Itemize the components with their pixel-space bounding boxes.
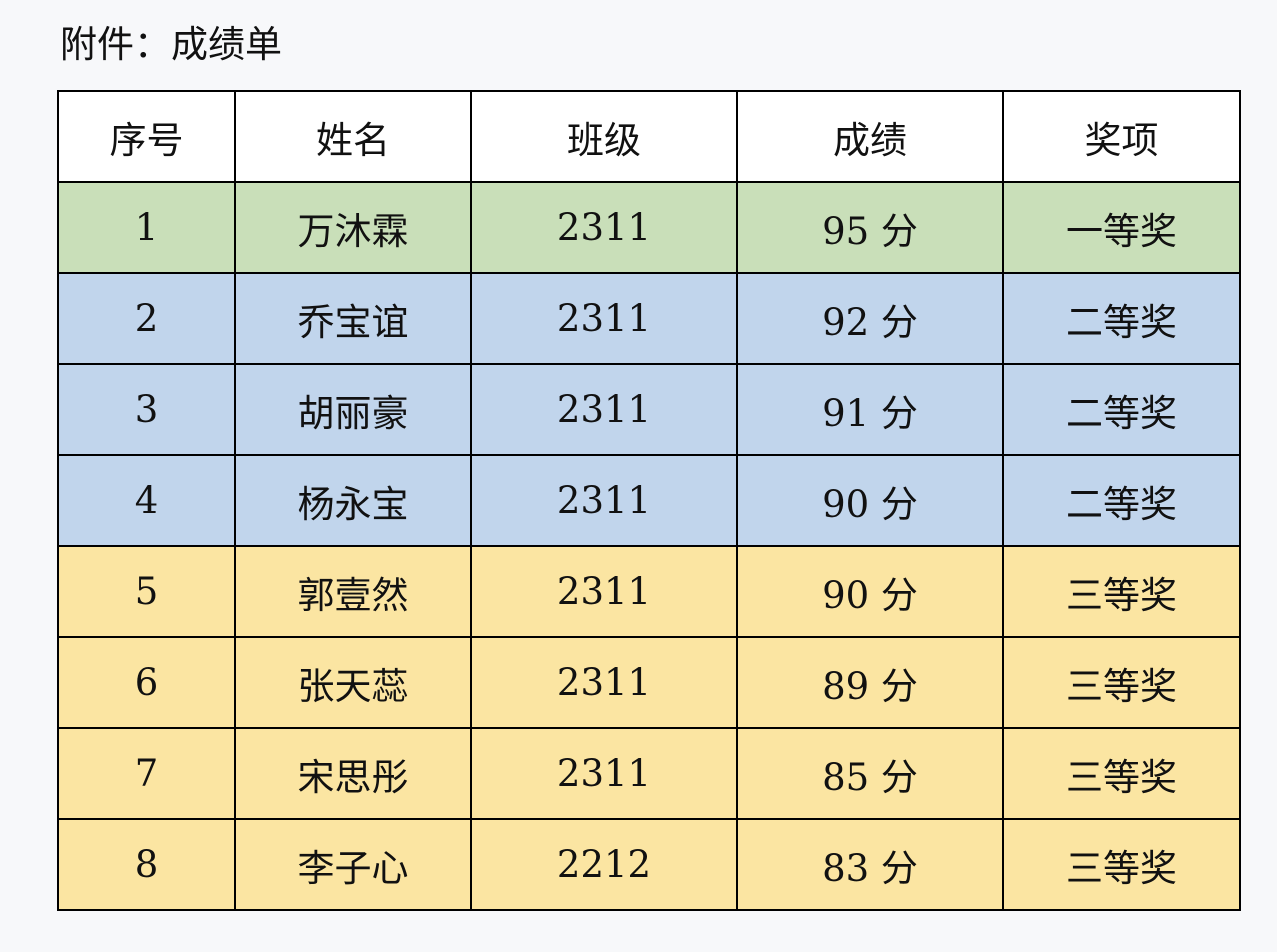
table-row: 8 李子心 2212 83 分 三等奖 — [57, 818, 1241, 911]
cell-award: 三等奖 — [1002, 727, 1241, 820]
cell-award: 二等奖 — [1002, 363, 1241, 456]
table-row: 1 万沐霖 2311 95 分 一等奖 — [57, 181, 1241, 274]
header-award: 奖项 — [1002, 90, 1241, 183]
cell-index: 3 — [57, 363, 236, 456]
cell-class: 2311 — [470, 454, 738, 547]
table-row: 2 乔宝谊 2311 92 分 二等奖 — [57, 272, 1241, 365]
cell-award: 三等奖 — [1002, 818, 1241, 911]
cell-name: 胡丽豪 — [234, 363, 472, 456]
cell-index: 7 — [57, 727, 236, 820]
cell-index: 1 — [57, 181, 236, 274]
grade-table: 序号 姓名 班级 成绩 奖项 1 万沐霖 2311 95 分 一等奖 2 乔宝谊… — [57, 90, 1241, 911]
cell-award: 二等奖 — [1002, 454, 1241, 547]
cell-score: 83 分 — [736, 818, 1004, 911]
cell-class: 2311 — [470, 363, 738, 456]
cell-award: 二等奖 — [1002, 272, 1241, 365]
cell-score: 90 分 — [736, 545, 1004, 638]
cell-class: 2311 — [470, 545, 738, 638]
header-name: 姓名 — [234, 90, 472, 183]
cell-name: 李子心 — [234, 818, 472, 911]
cell-name: 宋思彤 — [234, 727, 472, 820]
cell-name: 郭壹然 — [234, 545, 472, 638]
cell-class: 2311 — [470, 272, 738, 365]
table-row: 6 张天蕊 2311 89 分 三等奖 — [57, 636, 1241, 729]
cell-index: 5 — [57, 545, 236, 638]
cell-score: 89 分 — [736, 636, 1004, 729]
table-row: 5 郭壹然 2311 90 分 三等奖 — [57, 545, 1241, 638]
cell-score: 95 分 — [736, 181, 1004, 274]
cell-score: 85 分 — [736, 727, 1004, 820]
table-row: 4 杨永宝 2311 90 分 二等奖 — [57, 454, 1241, 547]
document-caption: 附件：成绩单 — [60, 23, 282, 66]
header-score: 成绩 — [736, 90, 1004, 183]
cell-name: 万沐霖 — [234, 181, 472, 274]
cell-name: 杨永宝 — [234, 454, 472, 547]
cell-score: 91 分 — [736, 363, 1004, 456]
header-index: 序号 — [57, 90, 236, 183]
cell-class: 2212 — [470, 818, 738, 911]
cell-class: 2311 — [470, 727, 738, 820]
table-row: 3 胡丽豪 2311 91 分 二等奖 — [57, 363, 1241, 456]
cell-name: 张天蕊 — [234, 636, 472, 729]
cell-index: 2 — [57, 272, 236, 365]
cell-award: 一等奖 — [1002, 181, 1241, 274]
cell-class: 2311 — [470, 181, 738, 274]
cell-index: 4 — [57, 454, 236, 547]
cell-score: 90 分 — [736, 454, 1004, 547]
header-class: 班级 — [470, 90, 738, 183]
cell-award: 三等奖 — [1002, 545, 1241, 638]
cell-name: 乔宝谊 — [234, 272, 472, 365]
cell-index: 8 — [57, 818, 236, 911]
cell-award: 三等奖 — [1002, 636, 1241, 729]
table-row: 7 宋思彤 2311 85 分 三等奖 — [57, 727, 1241, 820]
cell-class: 2311 — [470, 636, 738, 729]
cell-index: 6 — [57, 636, 236, 729]
cell-score: 92 分 — [736, 272, 1004, 365]
table-header-row: 序号 姓名 班级 成绩 奖项 — [57, 90, 1241, 183]
